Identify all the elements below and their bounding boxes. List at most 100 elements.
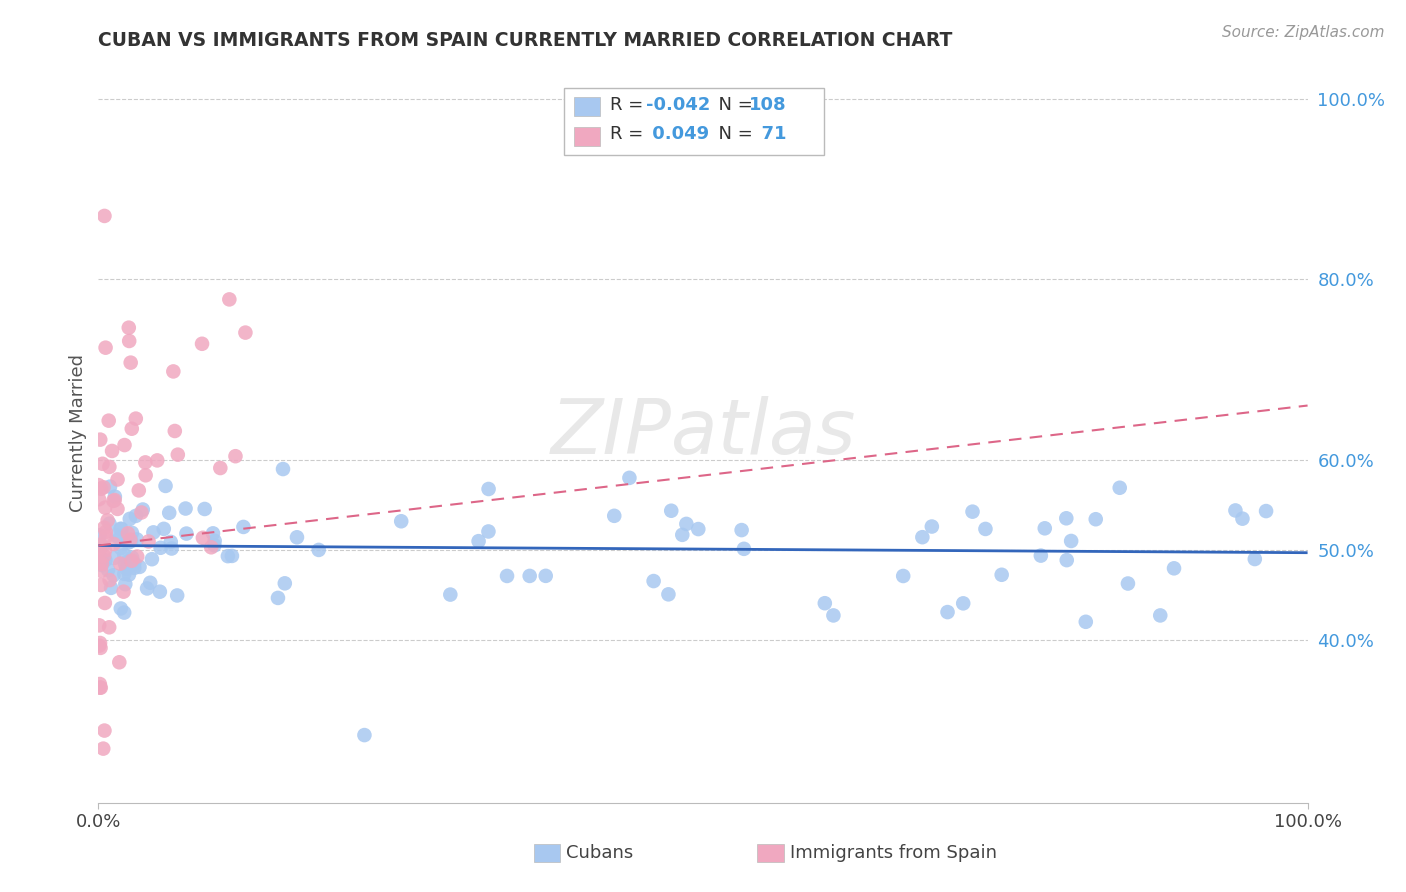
Point — [141, 552, 163, 566]
Point — [224, 449, 246, 463]
Point — [1029, 549, 1052, 563]
Text: R =: R = — [610, 125, 650, 144]
Point — [671, 528, 693, 542]
Point — [921, 519, 943, 533]
Point — [114, 557, 136, 571]
Point — [267, 591, 290, 605]
Point — [467, 534, 489, 549]
Point — [89, 639, 111, 653]
Point — [118, 334, 141, 348]
Point — [117, 526, 139, 541]
Point — [149, 541, 172, 555]
Point — [1225, 503, 1247, 517]
Point — [519, 569, 541, 583]
FancyBboxPatch shape — [574, 97, 600, 117]
Point — [112, 606, 135, 620]
Point — [131, 506, 153, 520]
Point — [117, 535, 139, 549]
Point — [90, 578, 112, 592]
Point — [117, 557, 139, 571]
Point — [200, 541, 222, 555]
Point — [94, 543, 117, 558]
Text: -0.042: -0.042 — [647, 96, 710, 114]
Text: Cubans: Cubans — [567, 844, 634, 863]
Point — [125, 508, 148, 523]
Point — [730, 523, 752, 537]
Point — [114, 577, 136, 591]
Point — [110, 522, 132, 536]
Point — [90, 557, 112, 571]
Text: 71: 71 — [749, 125, 786, 144]
Point — [201, 526, 224, 541]
Point — [1243, 552, 1265, 566]
FancyBboxPatch shape — [534, 844, 561, 862]
Point — [439, 588, 461, 602]
Point — [1108, 481, 1130, 495]
Point — [125, 533, 148, 547]
Point — [104, 493, 127, 508]
FancyBboxPatch shape — [574, 127, 600, 146]
Point — [120, 356, 142, 370]
Point — [155, 479, 177, 493]
Point — [1116, 576, 1139, 591]
Point — [619, 471, 641, 485]
Point — [108, 655, 131, 669]
Point — [1056, 553, 1078, 567]
Point — [1232, 511, 1254, 525]
Point — [97, 513, 120, 527]
Text: Source: ZipAtlas.com: Source: ZipAtlas.com — [1222, 25, 1385, 40]
Point — [91, 741, 114, 756]
Point — [733, 541, 755, 556]
Point — [90, 558, 112, 572]
Point — [118, 512, 141, 526]
Point — [643, 574, 665, 588]
Point — [823, 608, 845, 623]
Text: 108: 108 — [749, 96, 786, 114]
Point — [114, 438, 136, 452]
Text: 0.049: 0.049 — [647, 125, 709, 144]
Point — [163, 424, 186, 438]
Point — [1074, 615, 1097, 629]
Point — [94, 553, 117, 567]
Point — [603, 508, 626, 523]
Point — [911, 530, 934, 544]
Point — [990, 567, 1012, 582]
Point — [285, 530, 308, 544]
Point — [89, 677, 111, 691]
Point — [112, 584, 135, 599]
Point — [128, 560, 150, 574]
Point — [108, 532, 131, 546]
Point — [534, 569, 557, 583]
Point — [122, 561, 145, 575]
Text: CUBAN VS IMMIGRANTS FROM SPAIN CURRENTLY MARRIED CORRELATION CHART: CUBAN VS IMMIGRANTS FROM SPAIN CURRENTLY… — [98, 30, 953, 50]
Point — [105, 529, 128, 543]
Point — [952, 596, 974, 610]
Point — [138, 534, 160, 549]
Point — [496, 569, 519, 583]
Point — [104, 490, 127, 504]
Point — [94, 530, 117, 544]
Text: ZIPatlas: ZIPatlas — [550, 396, 856, 469]
Point — [974, 522, 997, 536]
Point — [100, 581, 122, 595]
Point — [89, 618, 111, 632]
Text: R =: R = — [610, 96, 650, 114]
Point — [98, 516, 121, 531]
Point — [115, 562, 138, 576]
Point — [103, 551, 125, 566]
Point — [87, 478, 110, 492]
Point — [478, 482, 501, 496]
Point — [688, 522, 710, 536]
Point — [101, 444, 124, 458]
Point — [110, 557, 132, 571]
Point — [149, 584, 172, 599]
Point — [217, 549, 239, 563]
Point — [118, 320, 141, 334]
Point — [110, 541, 132, 556]
Point — [1084, 512, 1107, 526]
Point — [134, 455, 156, 469]
Point — [121, 550, 143, 565]
Point — [93, 521, 115, 535]
Point — [98, 459, 121, 474]
Point — [94, 524, 117, 539]
